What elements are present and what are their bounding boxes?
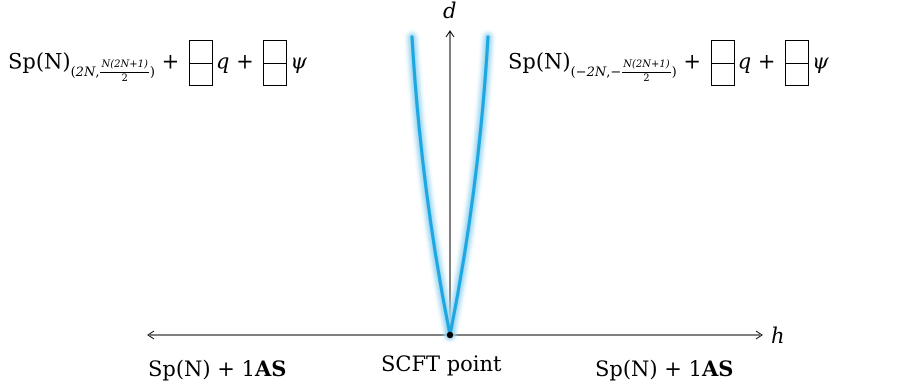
lr-group: Sp(N) (595, 357, 658, 381)
lr-count: 1 (688, 357, 702, 381)
ur-cs-num: N(2N+1) (622, 59, 671, 73)
ur-cs-den: 2 (643, 72, 650, 84)
h-label-text: h (771, 324, 785, 348)
h-axis-right-arrowhead (755, 330, 763, 340)
h-axis-label: h (771, 326, 785, 347)
ur-level: −2N (575, 64, 607, 80)
ul-plus-2: + (236, 49, 254, 74)
ur-cs-level: (−2N,− N(2N+1) 2) (570, 59, 677, 84)
ll-group: Sp(N) (148, 357, 211, 381)
ll-rep: AS (254, 356, 287, 381)
d-axis-label: d (443, 1, 456, 22)
scft-point-label: SCFT point (381, 354, 501, 375)
h-axis-left-arrowhead (147, 330, 155, 340)
lower-right-phase-label: Sp(N) + 1AS (595, 358, 733, 380)
ul-psi: ψ (290, 49, 307, 74)
ur-group: Sp(N) (508, 49, 571, 74)
ul-cs-level: (2N, N(2N+1) 2) (70, 59, 155, 84)
lr-rep: AS (701, 356, 734, 381)
ur-young-tableau-q (710, 40, 735, 86)
ll-count: 1 (241, 357, 255, 381)
ul-cs-den: 2 (121, 72, 128, 84)
ur-psi: ψ (812, 49, 829, 74)
ll-plus: + (217, 357, 235, 381)
right-phase-boundary (448, 35, 490, 337)
ul-q: q (215, 49, 230, 74)
d-axis-arrowhead (445, 30, 455, 38)
ur-q: q (737, 49, 752, 74)
ul-level: 2N (75, 64, 96, 80)
upper-left-phase-label: Sp(N)(2N, N(2N+1) 2) + q + ψ (8, 40, 307, 86)
ur-cs-fraction: N(2N+1) 2 (622, 59, 671, 84)
ul-group: Sp(N) (8, 49, 71, 74)
ur-plus-1: + (683, 49, 702, 74)
ul-plus-1: + (161, 49, 180, 74)
lr-plus: + (664, 357, 682, 381)
ul-young-tableau-psi (263, 40, 288, 86)
ul-young-tableau-q (188, 40, 213, 86)
upper-right-phase-label: Sp(N)(−2N,− N(2N+1) 2) + q + ψ (508, 40, 829, 86)
left-phase-boundary (410, 35, 452, 337)
ul-cs-fraction: N(2N+1) 2 (100, 59, 149, 84)
ur-young-tableau-psi (785, 40, 810, 86)
phase-boundaries (407, 32, 493, 340)
scft-point-dot (446, 331, 454, 339)
right-boundary-glow (445, 32, 493, 340)
ul-cs-num: N(2N+1) (100, 59, 149, 73)
ur-plus-2: + (757, 49, 776, 74)
lower-left-phase-label: Sp(N) + 1AS (148, 358, 286, 380)
d-label-text: d (443, 0, 457, 23)
scft-point-text: SCFT point (381, 352, 502, 376)
left-boundary-glow (407, 32, 455, 340)
